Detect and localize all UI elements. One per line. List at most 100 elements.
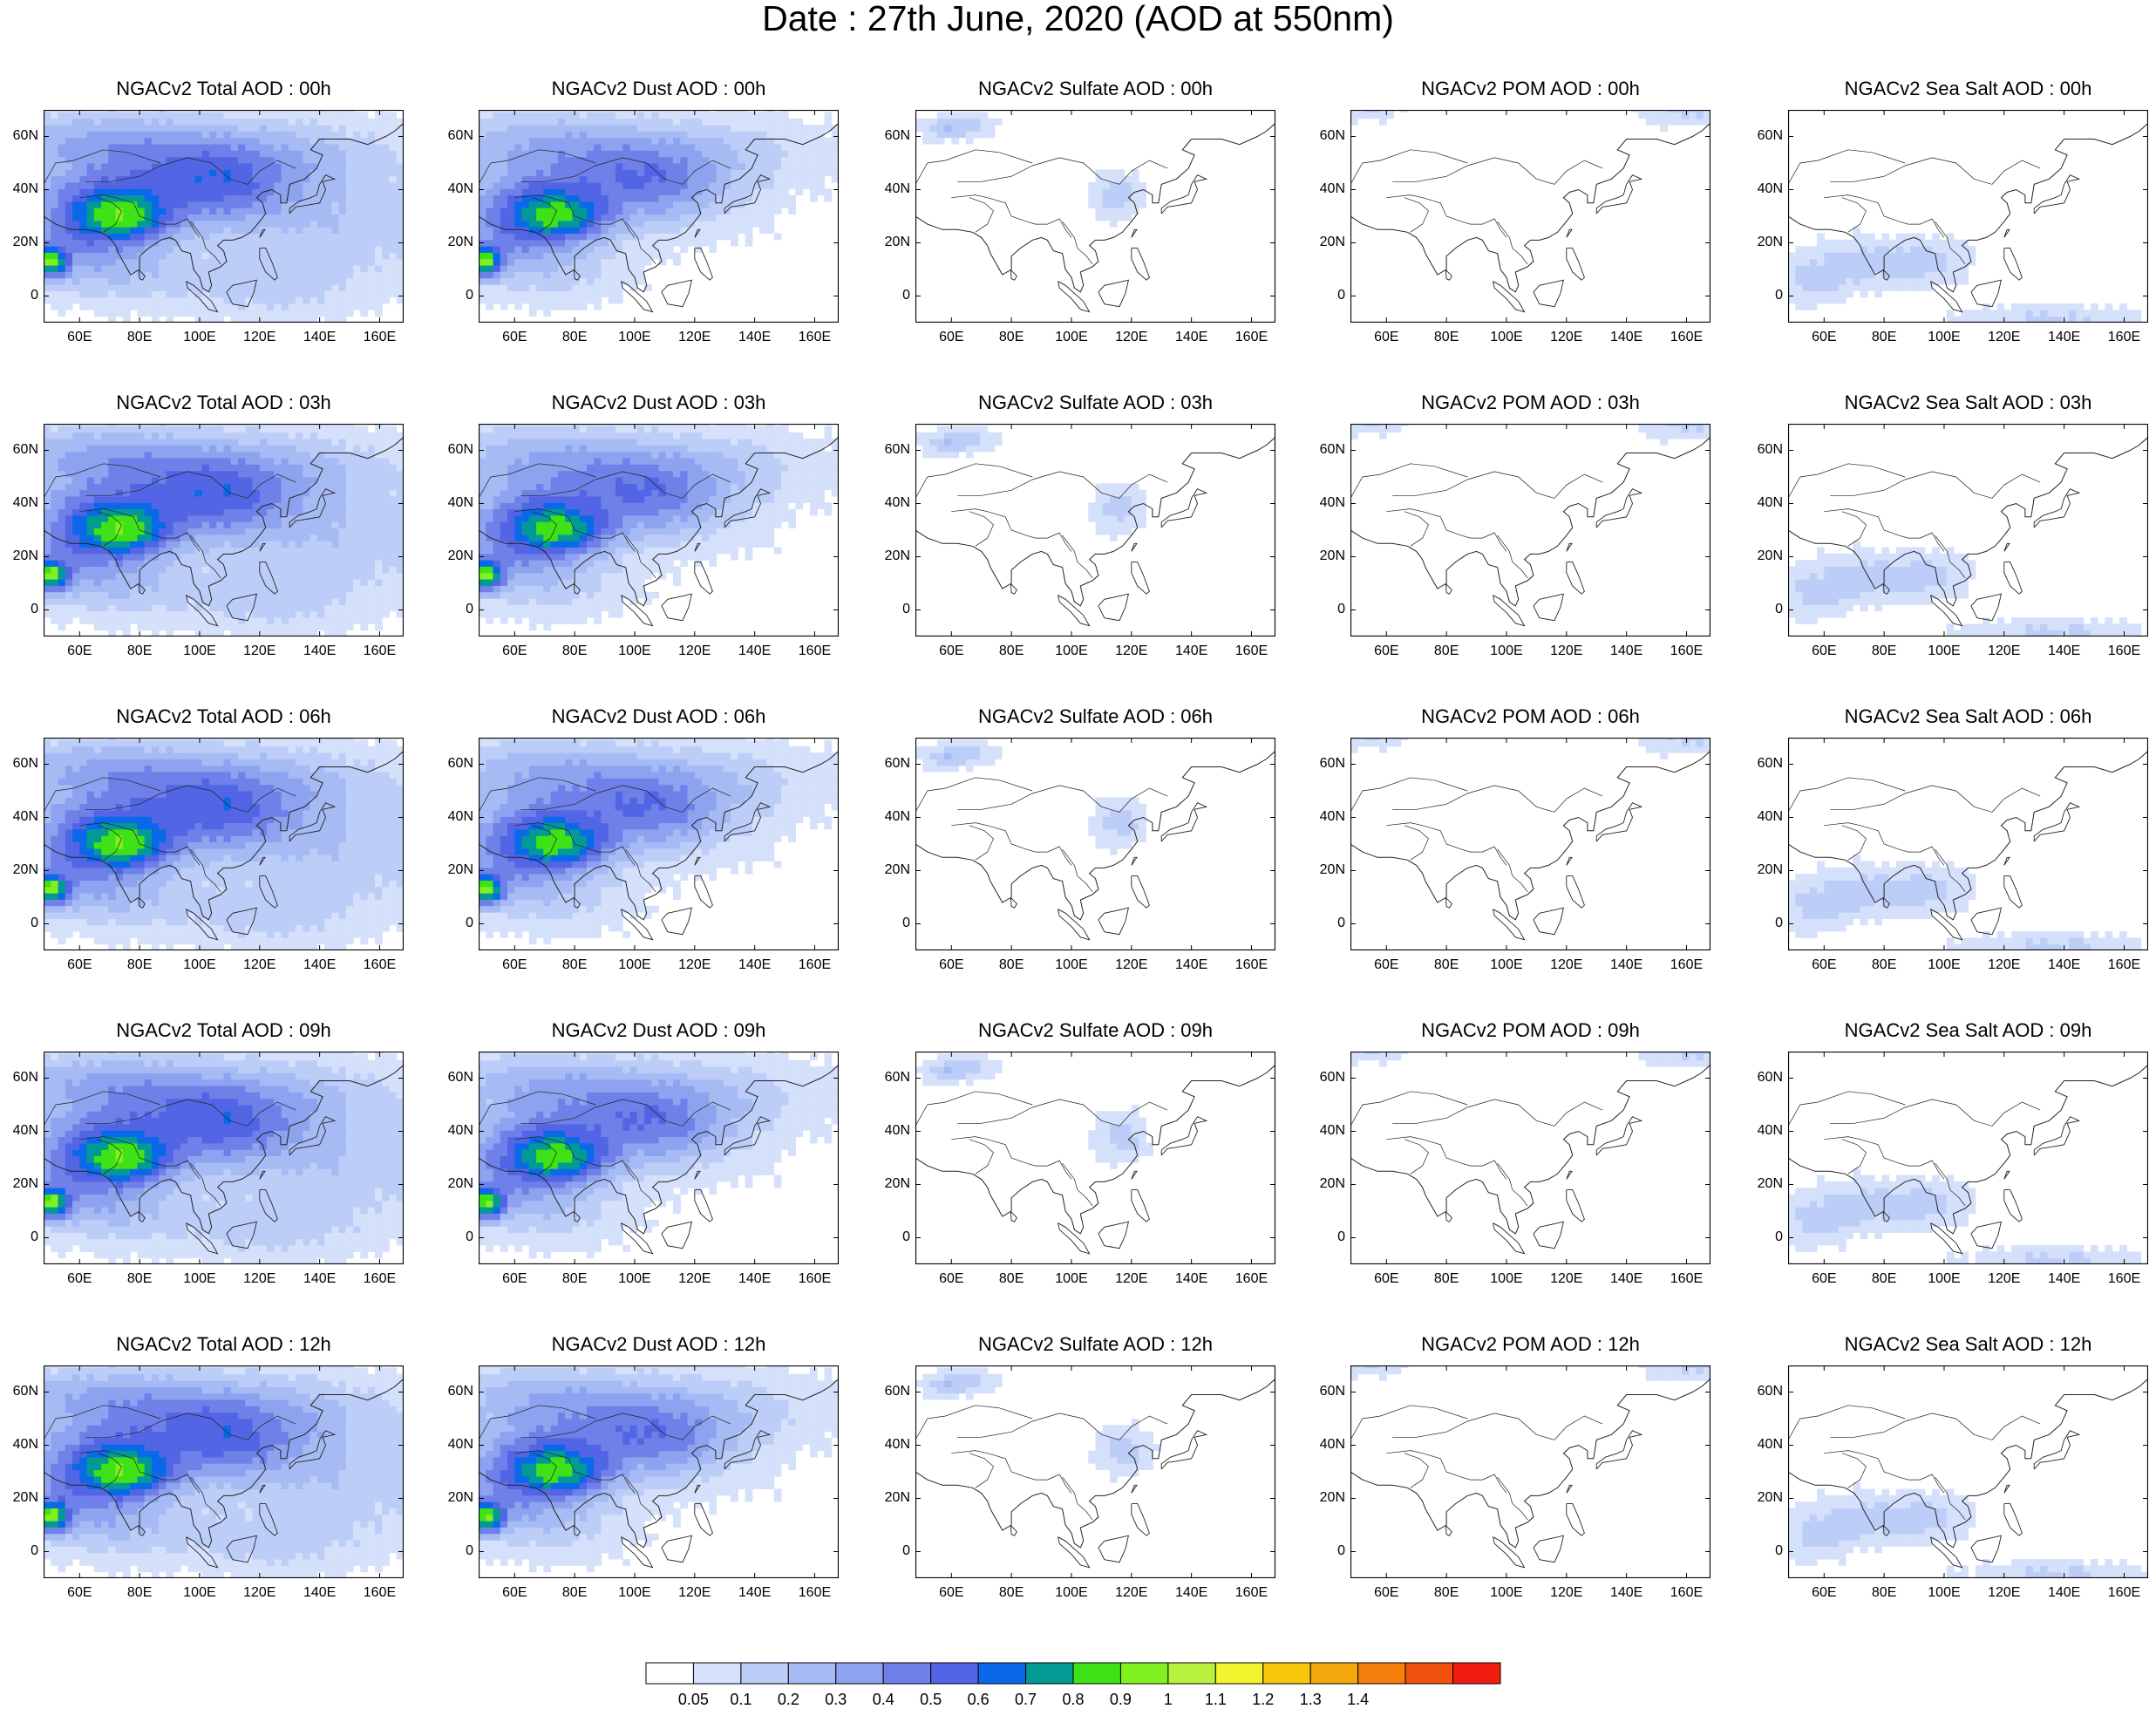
aod-cell <box>781 176 789 183</box>
aod-cell <box>382 214 390 221</box>
aod-cell <box>803 163 811 170</box>
aod-cell <box>245 439 253 446</box>
aod-cell <box>1125 176 1132 183</box>
aod-cell <box>253 598 261 605</box>
aod-cell <box>1874 246 1882 253</box>
aod-cell <box>253 271 261 278</box>
aod-cell <box>353 112 361 119</box>
aod-cell <box>152 567 160 574</box>
aod-cell <box>774 125 782 132</box>
aod-cell <box>1896 234 1904 241</box>
aod-cell <box>253 221 261 228</box>
aod-cell <box>303 471 310 478</box>
aod-cell <box>1947 278 1955 285</box>
aod-cell <box>238 271 246 278</box>
aod-cell <box>289 426 296 432</box>
aod-cell <box>637 208 645 214</box>
aod-cell <box>267 310 275 317</box>
aod-cell <box>267 490 275 497</box>
aod-cell <box>216 490 224 497</box>
aod-cell <box>622 138 630 145</box>
aod-cell <box>1810 278 1818 285</box>
aod-cell <box>187 579 195 586</box>
aod-cell <box>94 604 102 611</box>
aod-cell <box>688 221 696 228</box>
aod-cell <box>72 284 80 291</box>
aod-cell <box>137 515 145 522</box>
aod-cell <box>209 432 217 439</box>
aod-cell <box>303 611 310 618</box>
aod-cell <box>51 265 58 272</box>
aod-cell <box>303 303 310 310</box>
aod-cell <box>195 310 203 317</box>
aod-cell <box>331 554 339 561</box>
aod-cell <box>551 163 559 170</box>
aod-cell <box>130 234 138 241</box>
aod-cell <box>1918 278 1926 285</box>
aod-cell <box>529 169 537 176</box>
aod-cell <box>637 169 645 176</box>
aod-cell <box>303 246 310 253</box>
aod-cell <box>231 144 239 151</box>
aod-cell <box>72 458 80 465</box>
aod-cell <box>493 144 501 151</box>
aod-cell <box>173 182 181 189</box>
aod-cell <box>2047 303 2055 310</box>
aod-cell <box>1660 125 1668 132</box>
aod-cell <box>166 604 173 611</box>
aod-cell <box>331 585 339 592</box>
aod-cell <box>195 560 203 567</box>
aod-cell <box>536 278 544 285</box>
aod-cell <box>116 163 124 170</box>
aod-cell <box>289 509 296 516</box>
aod-cell <box>522 201 530 208</box>
aod-cell <box>353 246 361 253</box>
aod-cell <box>587 138 595 145</box>
aod-cell <box>101 541 109 548</box>
aod-cell <box>339 509 347 516</box>
aod-cell <box>245 483 253 490</box>
aod-cell <box>486 112 493 119</box>
aod-cell <box>587 131 595 138</box>
aod-cell <box>231 567 239 574</box>
aod-cell <box>216 439 224 446</box>
aod-cell <box>245 477 253 484</box>
aod-cell <box>51 560 58 567</box>
aod-cell <box>253 182 261 189</box>
aod-cell <box>759 182 767 189</box>
aod-cell <box>108 169 116 176</box>
aod-cell <box>72 234 80 241</box>
aod-cell <box>680 240 688 247</box>
aod-cell <box>296 138 303 145</box>
aod-cell <box>166 188 173 195</box>
aod-cell <box>108 548 116 555</box>
aod-cell <box>166 214 173 221</box>
aod-cell <box>324 278 332 285</box>
aod-cell <box>274 284 282 291</box>
aod-cell <box>245 515 253 522</box>
aod-cell <box>231 163 239 170</box>
aod-cell <box>231 227 239 234</box>
aod-cell <box>324 208 332 214</box>
aod-cell <box>1889 265 1897 272</box>
aod-cell <box>101 144 109 151</box>
aod-cell <box>397 169 404 176</box>
aod-cell <box>1932 271 1940 278</box>
aod-cell <box>180 310 188 317</box>
aod-cell <box>145 271 153 278</box>
aod-cell <box>44 452 51 459</box>
aod-cell <box>224 119 232 126</box>
aod-cell <box>1846 253 1853 260</box>
aod-cell <box>529 112 537 119</box>
aod-cell <box>738 150 745 157</box>
aod-cell <box>101 623 109 630</box>
aod-cell <box>500 271 508 278</box>
aod-cell <box>238 214 246 221</box>
aod-cell <box>479 150 486 157</box>
aod-cell <box>680 195 688 202</box>
aod-cell <box>810 163 818 170</box>
aod-cell <box>659 259 667 266</box>
aod-cell <box>51 496 58 503</box>
aod-cell <box>289 310 296 317</box>
